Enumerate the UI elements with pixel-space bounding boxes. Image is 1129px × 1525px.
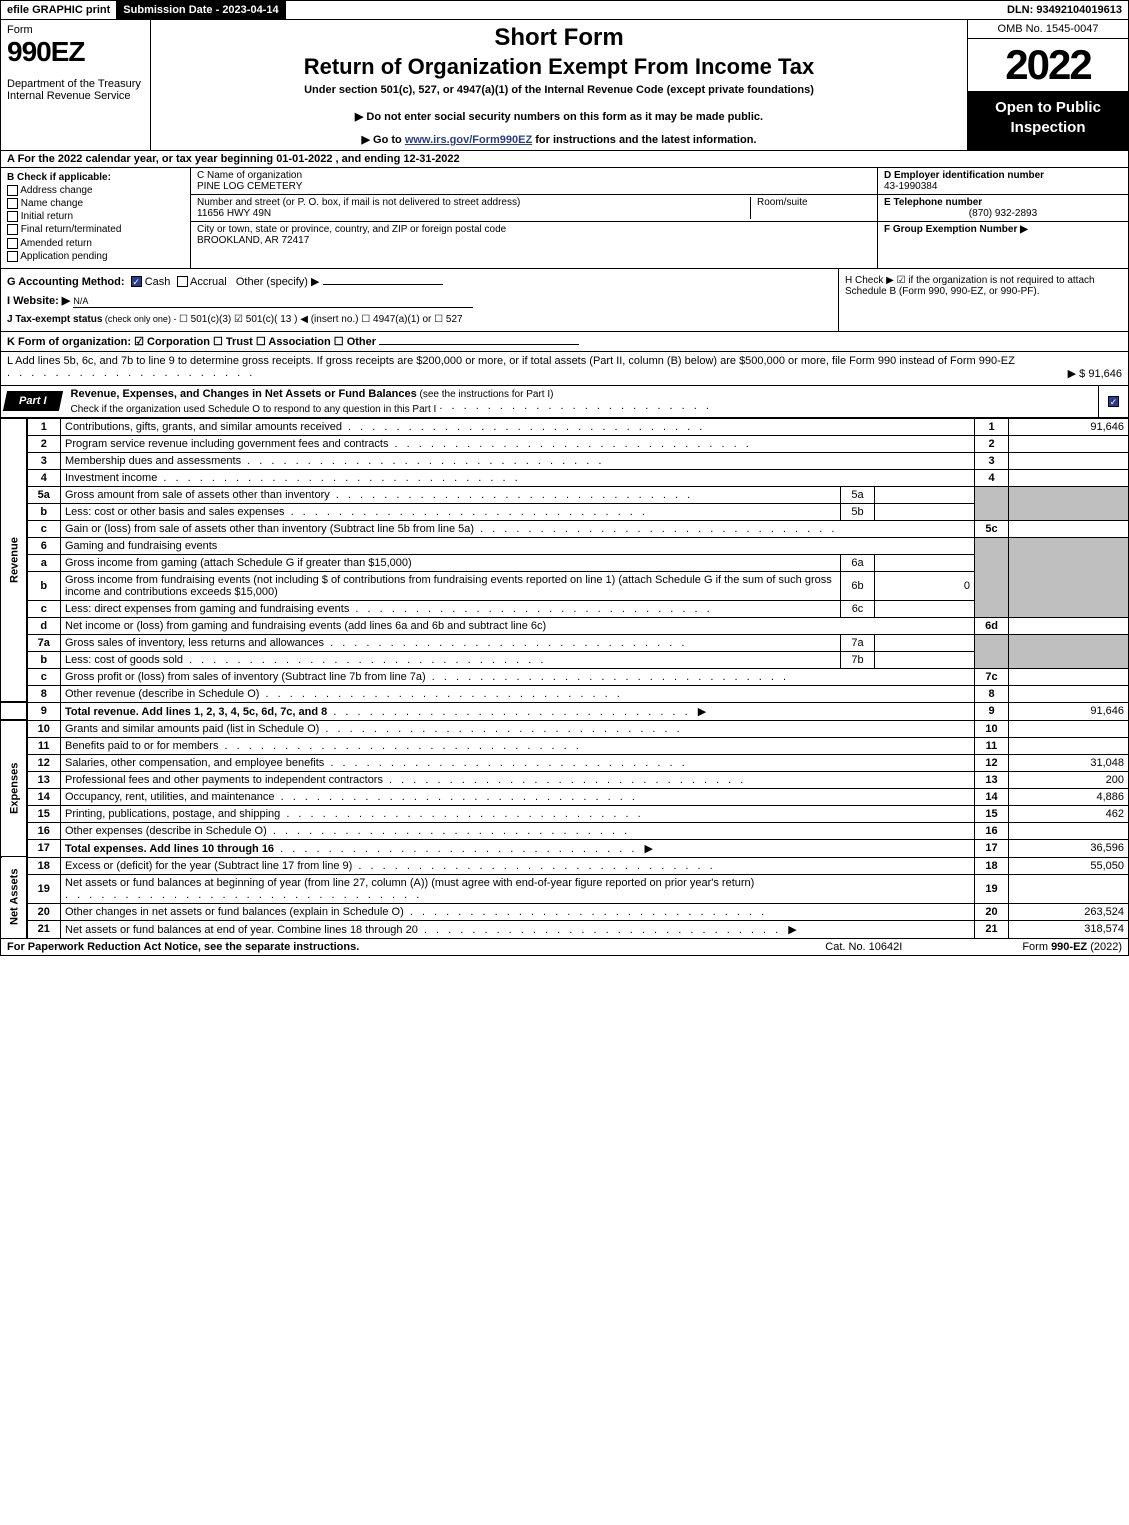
k-text[interactable]: K Form of organization: ☑ Corporation ☐ … [7, 336, 379, 348]
header-left: Form 990EZ Department of the Treasury In… [1, 20, 151, 150]
city: BROOKLAND, AR 72417 [197, 235, 871, 246]
cb-app-pending[interactable]: Application pending [7, 251, 184, 262]
tax-year: 2022 [968, 39, 1128, 92]
j-label: J Tax-exempt status [7, 314, 102, 325]
phone-label: E Telephone number [884, 197, 982, 208]
goto-pre: ▶ Go to [362, 134, 405, 146]
part1-table: Revenue 1 Contributions, gifts, grants, … [0, 418, 1129, 939]
j-options[interactable]: ☐ 501(c)(3) ☑ 501(c)( 13 ) ◀ (insert no.… [179, 314, 463, 325]
cb-amended-return[interactable]: Amended return [7, 238, 184, 249]
website-value: N/A [73, 296, 88, 306]
efile-label[interactable]: efile GRAPHIC print [1, 1, 117, 19]
form-title: Return of Organization Exempt From Incom… [159, 54, 959, 80]
top-bar: efile GRAPHIC print Submission Date - 20… [0, 0, 1129, 20]
city-cell: City or town, state or province, country… [191, 222, 877, 248]
cb-accrual[interactable] [177, 276, 188, 287]
org-name: PINE LOG CEMETERY [197, 181, 871, 192]
ghij-row: G Accounting Method: ✓ Cash Accrual Othe… [0, 269, 1129, 332]
part1-title: Revenue, Expenses, and Changes in Net As… [61, 386, 1098, 417]
footer-mid: Cat. No. 10642I [825, 941, 902, 953]
cb-initial-return[interactable]: Initial return [7, 211, 184, 222]
cb-final-return[interactable]: Final return/terminated [7, 224, 184, 235]
street-row: Number and street (or P. O. box, if mail… [191, 195, 877, 222]
header-center: Short Form Return of Organization Exempt… [151, 20, 968, 150]
l-text: L Add lines 5b, 6c, and 7b to line 9 to … [7, 355, 1015, 367]
part1-tab: Part I [3, 391, 63, 411]
header-right: OMB No. 1545-0047 2022 Open to Public In… [968, 20, 1128, 150]
cb-name-change[interactable]: Name change [7, 198, 184, 209]
l-amount: ▶ $ 91,646 [1068, 367, 1122, 380]
street-label: Number and street (or P. O. box, if mail… [197, 197, 744, 208]
accounting-method: G Accounting Method: ✓ Cash Accrual Othe… [7, 275, 832, 288]
org-name-label: C Name of organization [197, 170, 871, 181]
phone: (870) 932-2893 [884, 208, 1122, 219]
side-revenue: Revenue [1, 418, 27, 702]
goto-text: ▶ Go to www.irs.gov/Form990EZ for instru… [159, 133, 959, 146]
warning-text: ▶ Do not enter social security numbers o… [159, 110, 959, 123]
footer: For Paperwork Reduction Act Notice, see … [0, 939, 1129, 956]
footer-right: Form 990-EZ (2022) [1022, 941, 1122, 953]
h-text: H Check ▶ ☑ if the organization is not r… [845, 275, 1095, 297]
box-def: D Employer identification number 43-1990… [878, 168, 1128, 268]
gij-left: G Accounting Method: ✓ Cash Accrual Othe… [1, 269, 838, 331]
short-form-title: Short Form [159, 24, 959, 52]
cb-cash[interactable]: ✓ [131, 276, 142, 287]
side-netassets: Net Assets [1, 857, 27, 938]
org-info-grid: B Check if applicable: Address change Na… [0, 168, 1129, 269]
dept-label: Department of the Treasury Internal Reve… [7, 78, 144, 102]
group-exempt-cell: F Group Exemption Number ▶ [878, 222, 1128, 268]
room-cell: Room/suite [751, 197, 871, 219]
ein: 43-1990384 [884, 181, 937, 192]
room-label: Room/suite [757, 197, 871, 208]
website-row: I Website: ▶ N/A [7, 294, 832, 308]
box-b: B Check if applicable: Address change Na… [1, 168, 191, 268]
cb-address-change[interactable]: Address change [7, 185, 184, 196]
form-header: Form 990EZ Department of the Treasury In… [0, 20, 1129, 151]
ein-cell: D Employer identification number 43-1990… [878, 168, 1128, 195]
ein-label: D Employer identification number [884, 170, 1044, 181]
form-number: 990EZ [7, 36, 144, 68]
org-name-cell: C Name of organization PINE LOG CEMETERY [191, 168, 877, 195]
k-other-field[interactable] [379, 344, 579, 345]
part1-sub: Check if the organization used Schedule … [71, 404, 437, 415]
side-expenses: Expenses [1, 720, 27, 857]
street: 11656 HWY 49N [197, 208, 744, 219]
row-l: L Add lines 5b, 6c, and 7b to line 9 to … [0, 352, 1129, 386]
tax-exempt-row: J Tax-exempt status (check only one) - ☐… [7, 314, 832, 325]
box-b-header: B Check if applicable: [7, 172, 184, 183]
omb-number: OMB No. 1545-0047 [968, 20, 1128, 39]
dln: DLN: 93492104019613 [1001, 1, 1128, 19]
open-public-badge: Open to Public Inspection [968, 92, 1128, 150]
h-box: H Check ▶ ☑ if the organization is not r… [838, 269, 1128, 331]
row-a: A For the 2022 calendar year, or tax yea… [0, 151, 1129, 168]
form-label: Form [7, 24, 144, 36]
part1-header: Part I Revenue, Expenses, and Changes in… [0, 386, 1129, 418]
irs-link[interactable]: www.irs.gov/Form990EZ [405, 134, 532, 146]
subtitle: Under section 501(c), 527, or 4947(a)(1)… [159, 84, 959, 96]
row-k: K Form of organization: ☑ Corporation ☐ … [0, 332, 1129, 352]
city-label: City or town, state or province, country… [197, 224, 871, 235]
box-c: C Name of organization PINE LOG CEMETERY… [191, 168, 878, 268]
goto-post: for instructions and the latest informat… [532, 134, 756, 146]
phone-cell: E Telephone number (870) 932-2893 [878, 195, 1128, 222]
other-specify[interactable] [323, 284, 443, 285]
group-exempt-label: F Group Exemption Number ▶ [884, 224, 1028, 235]
i-label: I Website: ▶ [7, 295, 70, 307]
footer-left: For Paperwork Reduction Act Notice, see … [7, 941, 359, 953]
street-cell: Number and street (or P. O. box, if mail… [197, 197, 751, 219]
submission-date: Submission Date - 2023-04-14 [117, 1, 285, 19]
g-label: G Accounting Method: [7, 276, 125, 288]
part1-check[interactable]: ✓ [1098, 386, 1128, 417]
